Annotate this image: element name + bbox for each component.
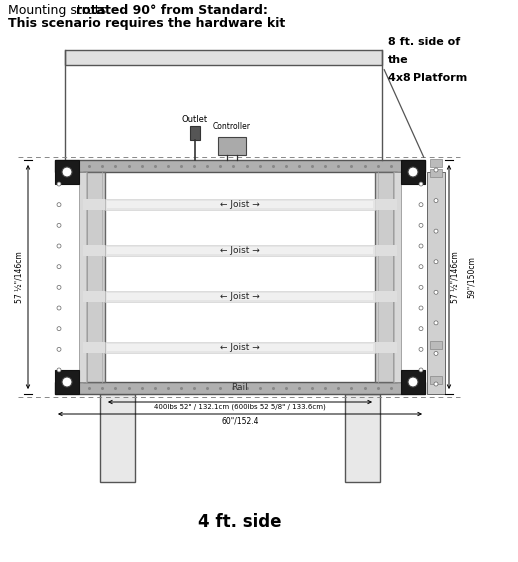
Circle shape bbox=[57, 244, 61, 248]
Bar bbox=[107, 343, 373, 351]
Circle shape bbox=[62, 167, 72, 177]
Bar bbox=[375, 172, 397, 382]
Bar bbox=[401, 160, 425, 184]
Text: 59"/150cm: 59"/150cm bbox=[467, 256, 476, 298]
Circle shape bbox=[57, 285, 61, 289]
Bar bbox=[55, 160, 79, 184]
Circle shape bbox=[434, 321, 438, 325]
Circle shape bbox=[62, 377, 72, 387]
Text: 8 ft. side of: 8 ft. side of bbox=[388, 37, 461, 47]
Bar bbox=[375, 199, 397, 210]
Text: 57 ½"/146cm: 57 ½"/146cm bbox=[451, 251, 460, 303]
Circle shape bbox=[434, 351, 438, 355]
Circle shape bbox=[434, 229, 438, 233]
Circle shape bbox=[408, 167, 418, 177]
Bar bbox=[107, 201, 373, 208]
Text: Outlet: Outlet bbox=[182, 115, 208, 124]
Circle shape bbox=[57, 223, 61, 228]
Circle shape bbox=[419, 285, 423, 289]
Circle shape bbox=[57, 368, 61, 372]
Text: ← Joist →: ← Joist → bbox=[220, 200, 260, 209]
Bar bbox=[100, 394, 135, 482]
Circle shape bbox=[434, 382, 438, 386]
Bar bbox=[79, 172, 87, 382]
Bar bbox=[105, 199, 375, 210]
Bar bbox=[105, 245, 375, 256]
Bar bbox=[55, 370, 79, 394]
Bar bbox=[83, 172, 105, 382]
Circle shape bbox=[419, 265, 423, 269]
Circle shape bbox=[419, 327, 423, 330]
Circle shape bbox=[434, 168, 438, 172]
Bar bbox=[105, 342, 375, 352]
Bar bbox=[375, 342, 397, 352]
Text: 57 ½"/146cm: 57 ½"/146cm bbox=[15, 251, 24, 303]
Text: ← Joist →: ← Joist → bbox=[220, 343, 260, 352]
Circle shape bbox=[57, 306, 61, 310]
Circle shape bbox=[434, 198, 438, 202]
Bar bbox=[430, 159, 442, 167]
Circle shape bbox=[57, 265, 61, 269]
Bar bbox=[427, 172, 445, 394]
Text: ← Joist →: ← Joist → bbox=[220, 246, 260, 255]
Bar bbox=[83, 199, 105, 210]
Bar bbox=[83, 342, 105, 352]
Circle shape bbox=[57, 182, 61, 186]
Circle shape bbox=[419, 182, 423, 186]
Bar bbox=[105, 291, 375, 302]
Circle shape bbox=[419, 368, 423, 372]
Bar bbox=[375, 245, 397, 256]
Bar bbox=[430, 376, 442, 384]
Bar bbox=[83, 291, 105, 302]
Circle shape bbox=[419, 306, 423, 310]
Circle shape bbox=[434, 260, 438, 264]
Text: Mounting struts: Mounting struts bbox=[8, 4, 110, 17]
Circle shape bbox=[434, 291, 438, 294]
Text: the: the bbox=[388, 55, 409, 65]
Bar bbox=[190, 126, 200, 140]
Bar bbox=[83, 245, 105, 256]
Bar bbox=[430, 341, 442, 349]
Text: ← Joist →: ← Joist → bbox=[220, 292, 260, 301]
Bar bbox=[375, 291, 397, 302]
Text: Rail: Rail bbox=[232, 383, 248, 392]
Circle shape bbox=[57, 203, 61, 207]
Bar bbox=[218, 137, 246, 155]
Bar bbox=[55, 382, 425, 394]
Bar bbox=[107, 247, 373, 254]
Text: 60"/152.4: 60"/152.4 bbox=[221, 416, 259, 425]
Text: 400lbs 52" / 132.1cm (600lbs 52 5/8" / 133.6cm): 400lbs 52" / 132.1cm (600lbs 52 5/8" / 1… bbox=[154, 404, 326, 410]
Circle shape bbox=[57, 327, 61, 330]
Bar bbox=[345, 394, 380, 482]
Bar bbox=[65, 50, 382, 65]
Text: Controller: Controller bbox=[213, 122, 251, 131]
Circle shape bbox=[419, 244, 423, 248]
Text: 4x8 Platform: 4x8 Platform bbox=[388, 73, 467, 83]
Bar bbox=[401, 370, 425, 394]
Circle shape bbox=[419, 347, 423, 351]
Text: 4 ft. side: 4 ft. side bbox=[198, 513, 282, 531]
Circle shape bbox=[419, 203, 423, 207]
Circle shape bbox=[408, 377, 418, 387]
Text: This scenario requires the hardware kit: This scenario requires the hardware kit bbox=[8, 17, 285, 30]
Bar bbox=[107, 293, 373, 300]
Circle shape bbox=[419, 223, 423, 228]
Bar bbox=[430, 169, 442, 177]
Text: rotated 90° from Standard:: rotated 90° from Standard: bbox=[76, 4, 268, 17]
Bar bbox=[393, 172, 401, 382]
Circle shape bbox=[57, 347, 61, 351]
Bar bbox=[55, 160, 425, 172]
